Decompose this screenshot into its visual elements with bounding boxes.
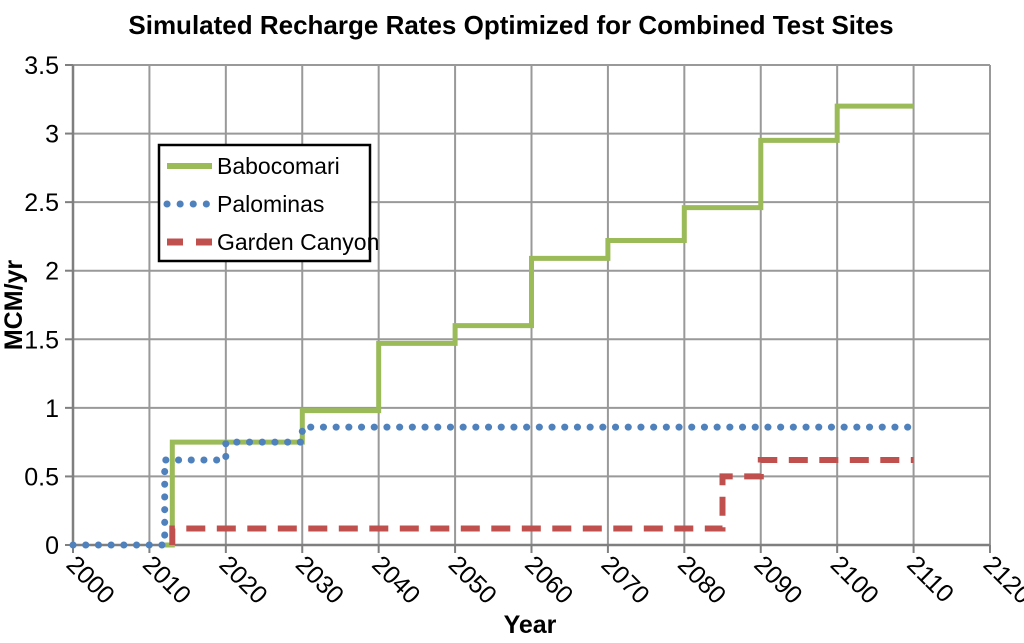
x-axis-title: Year [504,611,557,639]
series-garden_canyon [169,457,914,545]
axis-tick-marks [65,64,991,553]
y-tick-label: 1 [45,395,59,423]
legend-label: Palominas [217,191,324,217]
legend: Babocomari Palominas Garden Canyon [157,143,379,263]
series-palominas [69,423,918,549]
x-tick-label: 2010 [137,550,196,609]
x-tick-label: 2000 [61,550,120,609]
y-tick-label: 0 [45,532,59,560]
x-tick-label: 2050 [443,550,502,609]
y-tick-label: 2 [45,258,59,286]
data-series [69,103,918,549]
x-axis-tick-labels: 2000 2010 2020 2030 2040 2050 2060 2070 2080 2090… [61,550,1024,609]
x-tick-label: 2070 [596,550,655,609]
series-babocomari [164,103,914,548]
x-tick-label: 2100 [825,550,884,609]
x-tick-label: 2120 [978,550,1024,609]
y-tick-label: 0.5 [24,463,59,491]
x-tick-label: 2080 [672,550,731,609]
x-tick-label: 2030 [290,550,349,609]
y-axis-title: MCM/yr [0,260,28,351]
legend-label: Babocomari [217,153,340,179]
x-tick-label: 2060 [519,550,578,609]
chart-title: Simulated Recharge Rates Optimized for C… [128,10,893,40]
y-tick-label: 2.5 [24,189,59,217]
y-tick-label: 3.5 [24,52,59,80]
x-tick-label: 2110 [901,550,959,608]
y-tick-label: 3 [45,121,59,149]
legend-label: Garden Canyon [217,229,379,255]
y-tick-label: 1.5 [24,326,59,354]
y-axis-tick-labels: 0 0.5 1 1.5 2 2.5 3 3.5 [24,52,59,560]
x-tick-label: 2020 [214,550,273,609]
x-tick-label: 2040 [366,550,425,609]
x-tick-label: 2090 [749,550,808,609]
